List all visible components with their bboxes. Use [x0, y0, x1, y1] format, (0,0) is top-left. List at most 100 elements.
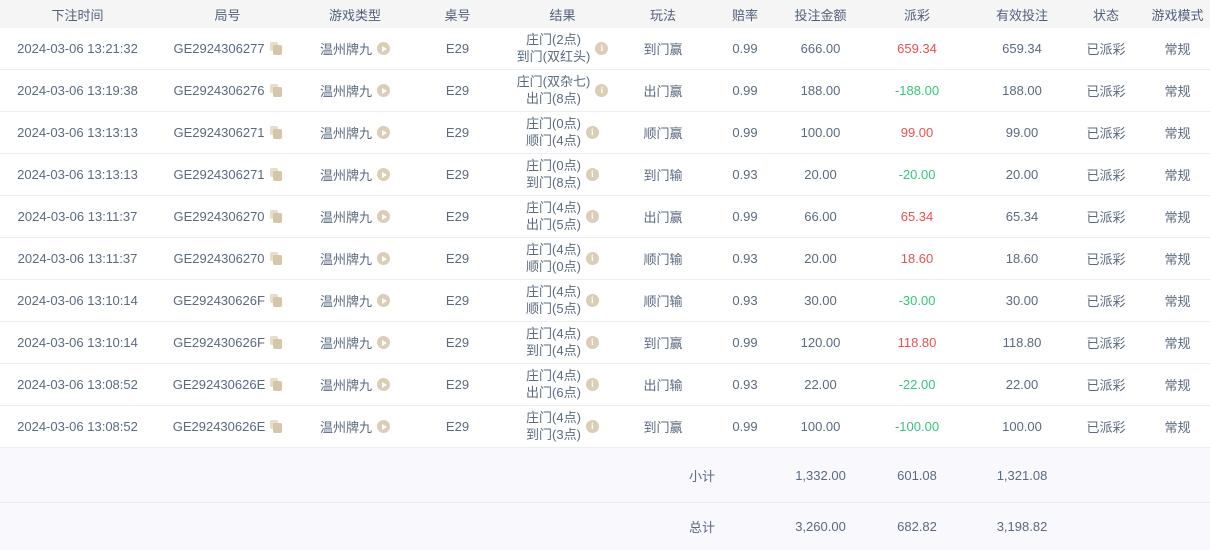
info-icon[interactable]: i: [595, 84, 608, 97]
info-icon[interactable]: i: [586, 210, 599, 223]
subtotal-label: 小计: [620, 448, 784, 503]
copy-icon[interactable]: [270, 210, 282, 223]
cell-round-id: GE2924306271: [155, 112, 300, 154]
cell-valid-bet: 188.00: [977, 70, 1067, 112]
play-icon[interactable]: [377, 378, 390, 391]
round-id-text: GE2924306270: [173, 251, 264, 266]
result-text: 庄门(0点) 到门(8点): [526, 158, 581, 191]
result-line-door: 顺门(5点): [526, 301, 581, 316]
info-icon[interactable]: i: [586, 336, 599, 349]
cell-game-mode: 常规: [1145, 280, 1210, 322]
total-valid-bet: 3,198.82: [977, 503, 1067, 550]
column-header-time: 下注时间: [0, 0, 155, 28]
play-icon[interactable]: [377, 126, 390, 139]
copy-icon[interactable]: [270, 126, 282, 139]
total-row: 总计 3,260.00 682.82 3,198.82: [0, 503, 1210, 550]
play-icon[interactable]: [377, 168, 390, 181]
cell-bet-time: 2024-03-06 13:10:14: [0, 322, 155, 364]
play-icon[interactable]: [377, 252, 390, 265]
play-icon[interactable]: [377, 294, 390, 307]
result-line-banker: 庄门(0点): [526, 158, 581, 173]
cell-status: 已派彩: [1067, 70, 1145, 112]
play-icon[interactable]: [377, 210, 390, 223]
info-icon[interactable]: i: [586, 420, 599, 433]
info-icon[interactable]: i: [586, 378, 599, 391]
cell-odds: 0.93: [706, 280, 784, 322]
cell-play: 到门输: [620, 154, 706, 196]
cell-round-id: GE292430626F: [155, 280, 300, 322]
cell-bet-time: 2024-03-06 13:19:38: [0, 70, 155, 112]
cell-payout: 99.00: [857, 112, 977, 154]
play-icon[interactable]: [377, 420, 390, 433]
round-id-text: GE292430626E: [173, 377, 266, 392]
copy-icon[interactable]: [270, 378, 282, 391]
cell-game-type: 温州牌九: [300, 280, 410, 322]
cell-game-type: 温州牌九: [300, 196, 410, 238]
cell-round-id: GE292430626E: [155, 364, 300, 406]
round-id-text: GE2924306276: [173, 83, 264, 98]
round-id-text: GE292430626E: [173, 419, 266, 434]
round-id-text: GE2924306277: [173, 41, 264, 56]
play-icon[interactable]: [377, 84, 390, 97]
table-row: 2024-03-06 13:13:13 GE2924306271 温州牌九 E2…: [0, 112, 1210, 154]
copy-icon[interactable]: [270, 252, 282, 265]
result-line-door: 出门(6点): [526, 385, 581, 400]
play-icon[interactable]: [377, 42, 390, 55]
result-line-banker: 庄门(4点): [526, 200, 581, 215]
info-icon[interactable]: i: [586, 252, 599, 265]
cell-result: 庄门(2点) 到门(双红头) i: [505, 28, 620, 70]
cell-valid-bet: 22.00: [977, 364, 1067, 406]
cell-bet-amount: 66.00: [784, 196, 857, 238]
column-header-status: 状态: [1067, 0, 1145, 28]
subtotal-payout: 601.08: [857, 448, 977, 503]
cell-payout: 18.60: [857, 238, 977, 280]
copy-icon[interactable]: [270, 84, 282, 97]
total-payout: 682.82: [857, 503, 977, 550]
cell-payout: -100.00: [857, 406, 977, 448]
cell-odds: 0.99: [706, 112, 784, 154]
cell-valid-bet: 99.00: [977, 112, 1067, 154]
cell-status: 已派彩: [1067, 28, 1145, 70]
copy-icon[interactable]: [270, 168, 282, 181]
result-line-door: 顺门(0点): [526, 259, 581, 274]
cell-bet-amount: 120.00: [784, 322, 857, 364]
round-id-text: GE2924306271: [173, 167, 264, 182]
info-icon[interactable]: i: [586, 294, 599, 307]
result-line-banker: 庄门(4点): [526, 242, 581, 257]
cell-game-type: 温州牌九: [300, 70, 410, 112]
cell-play: 到门赢: [620, 406, 706, 448]
game-type-text: 温州牌九: [320, 375, 372, 394]
cell-bet-amount: 30.00: [784, 280, 857, 322]
play-icon[interactable]: [377, 336, 390, 349]
column-header-payout: 派彩: [857, 0, 977, 28]
cell-table-no: E29: [410, 238, 505, 280]
cell-game-mode: 常规: [1145, 154, 1210, 196]
copy-icon[interactable]: [270, 420, 282, 433]
table-row: 2024-03-06 13:11:37 GE2924306270 温州牌九 E2…: [0, 238, 1210, 280]
cell-bet-time: 2024-03-06 13:08:52: [0, 364, 155, 406]
game-type-text: 温州牌九: [320, 291, 372, 310]
info-icon[interactable]: i: [595, 42, 608, 55]
cell-odds: 0.99: [706, 196, 784, 238]
cell-table-no: E29: [410, 154, 505, 196]
cell-table-no: E29: [410, 364, 505, 406]
cell-status: 已派彩: [1067, 238, 1145, 280]
table-row: 2024-03-06 13:21:32 GE2924306277 温州牌九 E2…: [0, 28, 1210, 70]
result-line-door: 到门(4点): [526, 343, 581, 358]
result-line-banker: 庄门(2点): [526, 32, 581, 47]
cell-table-no: E29: [410, 70, 505, 112]
column-header-play: 玩法: [620, 0, 706, 28]
cell-table-no: E29: [410, 280, 505, 322]
copy-icon[interactable]: [270, 294, 282, 307]
result-text: 庄门(4点) 出门(6点): [526, 368, 581, 401]
total-spacer: [0, 503, 620, 550]
copy-icon[interactable]: [270, 42, 282, 55]
column-header-table_no: 桌号: [410, 0, 505, 28]
copy-icon[interactable]: [270, 336, 282, 349]
cell-game-type: 温州牌九: [300, 238, 410, 280]
cell-round-id: GE2924306277: [155, 28, 300, 70]
cell-result: 庄门(4点) 顺门(0点) i: [505, 238, 620, 280]
info-icon[interactable]: i: [586, 168, 599, 181]
cell-bet-time: 2024-03-06 13:13:13: [0, 154, 155, 196]
info-icon[interactable]: i: [586, 126, 599, 139]
